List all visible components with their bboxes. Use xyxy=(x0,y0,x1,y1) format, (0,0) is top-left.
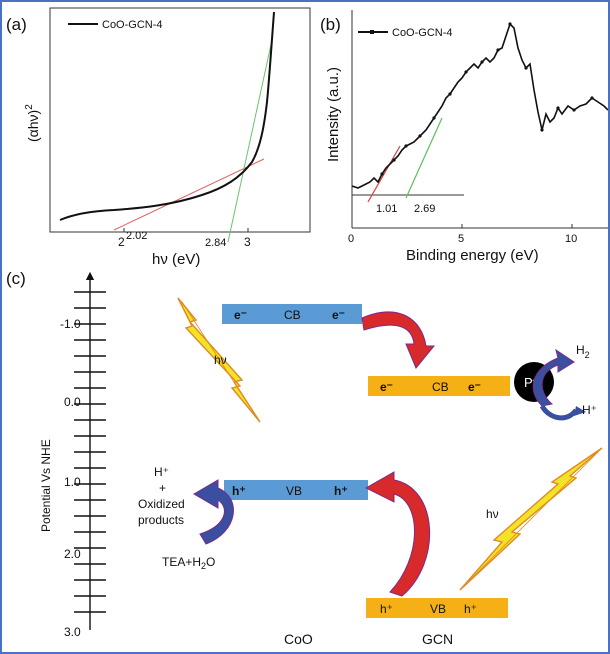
lightning-hv-gcn: hν xyxy=(459,447,603,591)
panel-b-legend-marker xyxy=(370,30,374,34)
h2-label: H2 xyxy=(576,343,590,360)
panel-a-axes xyxy=(49,7,311,233)
lightning-hv-coo-label: hν xyxy=(214,353,227,367)
gcn-cb-electron-left: e⁻ xyxy=(380,380,393,394)
panel-b-tick-10: 10 xyxy=(565,233,577,245)
potential-axis-ticks xyxy=(74,291,106,613)
panel-b-xlabel: Binding energy (eV) xyxy=(406,247,539,264)
panel-b-spectrum xyxy=(351,22,608,189)
coo-cb-band: e⁻ CB e⁻ xyxy=(222,304,362,324)
panel-a-annotation-202: 2.02 xyxy=(126,230,147,242)
panel-a-label: (a) xyxy=(6,15,27,34)
panel-b-legend-label: CoO-GCN-4 xyxy=(392,27,453,39)
hole-transfer-arrow xyxy=(364,471,430,597)
h2-evolution-arrow xyxy=(532,348,586,421)
panel-a-tick-3: 3 xyxy=(244,235,251,249)
gcn-vb-label: VB xyxy=(430,602,446,616)
panel-a-curve xyxy=(59,11,275,221)
panel-a: (a) CoO-GCN-4 2 3 2.02 2.84 (αhν)2 hν (e… xyxy=(6,7,311,268)
panel-a-tick-2: 2 xyxy=(118,235,125,249)
panel-a-xlabel: hν (eV) xyxy=(152,251,200,268)
coo-vb-label: VB xyxy=(286,484,302,498)
panel-b-tangent-green xyxy=(405,117,443,199)
tea-label: TEA+H2O xyxy=(162,555,215,571)
coo-vb-hole-right: h⁺ xyxy=(334,484,348,498)
coo-cb-electron-right: e⁻ xyxy=(332,308,345,322)
coo-vb-hole-left: h⁺ xyxy=(232,484,246,498)
panel-b-tick-5: 5 xyxy=(458,233,464,245)
lightning-hv-gcn-label: hν xyxy=(486,507,499,521)
coo-vb-band: h⁺ VB h⁺ xyxy=(224,480,368,500)
panel-b-label: (b) xyxy=(320,15,341,34)
gcn-vb-hole-left: h⁺ xyxy=(380,602,393,616)
panel-b-ylabel: Intensity (a.u.) xyxy=(325,67,342,162)
products-plus: + xyxy=(159,481,166,495)
potential-tick-2: 2.0 xyxy=(64,547,81,561)
potential-axis-label: Potential Vs NHE xyxy=(39,439,53,532)
gcn-bottom-label: GCN xyxy=(422,631,453,647)
panel-a-ylabel: (αhν)2 xyxy=(24,104,41,142)
potential-tick-neg1: -1.0 xyxy=(60,317,81,331)
potential-tick-3: 3.0 xyxy=(64,625,81,639)
coo-bottom-label: CoO xyxy=(284,631,313,647)
panel-b: (b) CoO-GCN-4 0 5 10 1.01 2.69 Intensity… xyxy=(320,10,608,264)
gcn-vb-bar xyxy=(366,598,508,618)
lightning-hv-coo: hν xyxy=(177,297,261,423)
panel-c-label: (c) xyxy=(6,269,26,288)
panel-b-tangent-red xyxy=(367,145,401,203)
gcn-cb-label: CB xyxy=(432,380,449,394)
panel-b-markers xyxy=(380,22,594,176)
gcn-vb-band: h⁺ VB h⁺ xyxy=(366,598,508,618)
panel-c: (c) -1.0 0.0 1.0 xyxy=(6,269,603,647)
panel-b-annotation-101: 1.01 xyxy=(376,203,397,215)
coo-vb-bar xyxy=(224,480,368,500)
panel-b-tick-0: 0 xyxy=(348,233,354,245)
panel-b-annotation-269: 2.69 xyxy=(414,203,435,215)
potential-tick-0: 0.0 xyxy=(64,395,81,409)
gcn-vb-hole-right: h⁺ xyxy=(464,602,477,616)
panel-a-tangent-green xyxy=(227,39,273,243)
coo-cb-label: CB xyxy=(284,308,301,322)
gcn-cb-bar xyxy=(368,376,510,396)
gcn-cb-electron-right: e⁻ xyxy=(468,380,481,394)
products-hplus: H⁺ xyxy=(154,465,169,479)
potential-tick-1: 1.0 xyxy=(64,475,81,489)
products-products: products xyxy=(138,513,184,527)
panel-a-legend-label: CoO-GCN-4 xyxy=(102,19,163,31)
coo-cb-bar xyxy=(222,304,362,324)
electron-transfer-arrow xyxy=(361,311,436,369)
panel-a-tangent-red xyxy=(113,158,265,231)
coo-cb-electron-left: e⁻ xyxy=(234,308,247,322)
tea-oxidation-arrow xyxy=(193,479,234,545)
panel-a-annotation-284: 2.84 xyxy=(205,237,226,249)
gcn-cb-band: e⁻ CB e⁻ xyxy=(368,376,510,396)
products-oxidized: Oxidized xyxy=(138,497,185,511)
h-plus-right-label: H⁺ xyxy=(582,403,597,417)
